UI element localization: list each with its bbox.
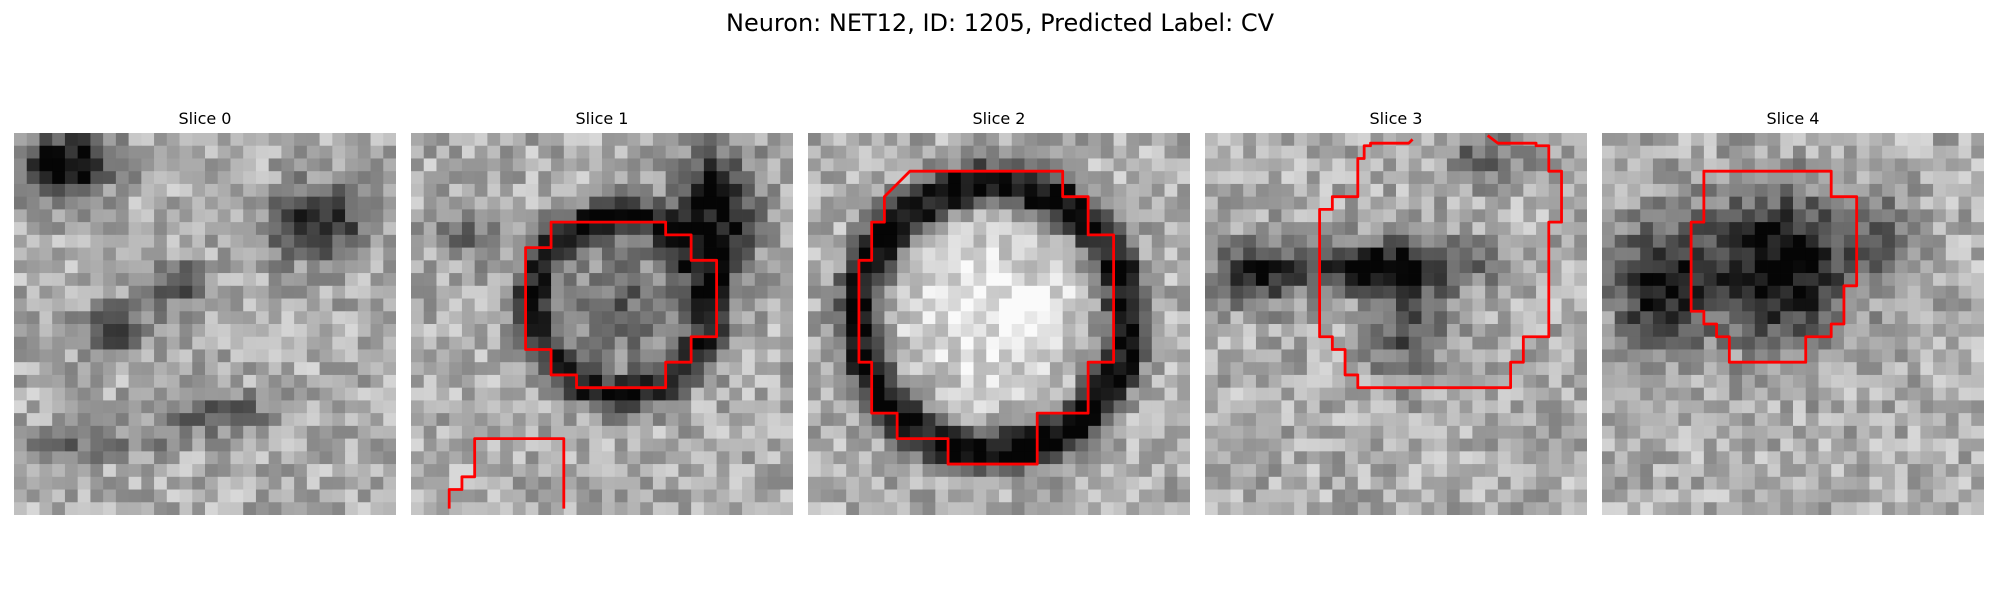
slice-title-4: Slice 4 xyxy=(1766,109,1820,128)
slice-title-1: Slice 1 xyxy=(575,109,629,128)
slice-image-4 xyxy=(1602,133,1984,515)
contour-outline xyxy=(857,169,1116,466)
slice-panel-0: Slice 0 xyxy=(14,108,396,515)
slice-image-3 xyxy=(1205,133,1587,515)
slice-panel-1: Slice 1 xyxy=(411,108,793,515)
slice-0-pixels xyxy=(14,133,396,515)
slice-title-0: Slice 0 xyxy=(178,109,232,128)
slice-title-3: Slice 3 xyxy=(1369,109,1423,128)
slice-panel-2: Slice 2 xyxy=(808,108,1190,515)
slice-1-pixels xyxy=(411,133,793,515)
contour-outline xyxy=(524,220,719,390)
slice-4-pixels xyxy=(1602,133,1984,515)
slice-panel-4: Slice 4 xyxy=(1602,108,1984,515)
slice-panel-3: Slice 3 xyxy=(1205,108,1587,515)
slice-2-pixels xyxy=(808,133,1190,515)
slice-image-1 xyxy=(411,133,793,515)
contour-outline-lower xyxy=(447,437,566,509)
slice-title-2: Slice 2 xyxy=(972,109,1026,128)
figure-title: Neuron: NET12, ID: 1205, Predicted Label… xyxy=(726,9,1274,37)
contour-outline xyxy=(1689,169,1859,364)
slice-3-pixels xyxy=(1205,133,1587,515)
slice-image-2 xyxy=(808,133,1190,515)
slice-image-0 xyxy=(14,133,396,515)
contour-outline xyxy=(1318,134,1563,390)
